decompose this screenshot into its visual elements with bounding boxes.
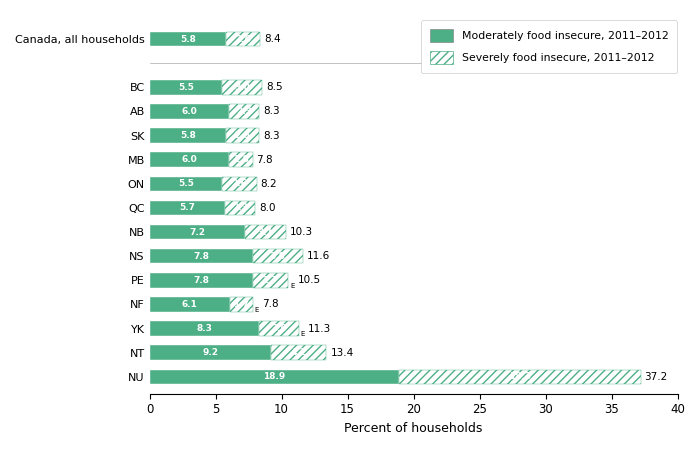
Text: 7.8: 7.8	[193, 276, 209, 285]
Bar	[225, 201, 256, 215]
Bar	[225, 201, 256, 215]
Text: E: E	[255, 307, 259, 313]
Text: 10.5: 10.5	[298, 275, 321, 285]
Text: 7.8: 7.8	[256, 155, 273, 165]
Text: 9.2: 9.2	[202, 348, 218, 357]
Bar	[222, 176, 256, 191]
Text: 37.2: 37.2	[645, 372, 668, 382]
Text: 8.3: 8.3	[263, 130, 280, 140]
Bar	[150, 80, 222, 94]
Bar	[150, 321, 259, 336]
Bar	[222, 176, 256, 191]
Text: 3.0: 3.0	[234, 83, 250, 92]
Text: 1.7: 1.7	[233, 300, 249, 309]
Bar	[244, 225, 286, 239]
Bar	[226, 32, 260, 46]
X-axis label: Percent of households: Percent of households	[344, 422, 483, 435]
Bar	[150, 153, 229, 167]
Text: 2.5: 2.5	[234, 131, 251, 140]
Bar	[271, 346, 326, 360]
Text: 10.3: 10.3	[290, 227, 313, 237]
Text: 8.2: 8.2	[260, 179, 277, 189]
Text: E: E	[301, 331, 305, 337]
Text: 5.5: 5.5	[178, 180, 194, 189]
Text: E: E	[290, 283, 295, 288]
Text: 2.6: 2.6	[235, 35, 251, 44]
Bar	[150, 225, 244, 239]
Bar	[226, 32, 260, 46]
Bar	[253, 249, 302, 263]
Bar	[271, 346, 326, 360]
Bar	[229, 104, 259, 119]
Text: 4.2: 4.2	[290, 348, 307, 357]
Bar	[229, 153, 253, 167]
Bar	[150, 297, 230, 312]
Text: 7.8: 7.8	[193, 252, 209, 261]
Bar	[253, 273, 288, 288]
Text: 1.8: 1.8	[232, 155, 248, 164]
Bar	[259, 321, 299, 336]
Bar	[229, 153, 253, 167]
Bar	[150, 273, 253, 288]
Bar	[150, 249, 253, 263]
Bar	[222, 80, 262, 94]
Bar	[150, 346, 271, 360]
Text: 13.4: 13.4	[330, 348, 354, 358]
Bar	[150, 176, 222, 191]
Text: 3.8: 3.8	[270, 252, 286, 261]
Bar	[399, 369, 640, 384]
Text: 5.5: 5.5	[178, 83, 194, 92]
Bar	[244, 225, 286, 239]
Bar	[222, 80, 262, 94]
Text: 3.0: 3.0	[271, 324, 287, 333]
Bar	[253, 273, 288, 288]
Text: 11.3: 11.3	[308, 324, 331, 333]
Bar	[226, 128, 259, 143]
Text: 5.8: 5.8	[180, 35, 196, 44]
Text: 18.9: 18.9	[263, 372, 286, 381]
Bar	[230, 297, 253, 312]
Text: 5.8: 5.8	[180, 131, 196, 140]
Text: 2.3: 2.3	[236, 107, 252, 116]
Text: 7.8: 7.8	[262, 299, 279, 310]
Text: 8.3: 8.3	[197, 324, 212, 333]
Text: 2.3: 2.3	[232, 203, 248, 212]
Bar	[230, 297, 253, 312]
Text: 6.1: 6.1	[182, 300, 198, 309]
Bar	[150, 201, 225, 215]
Bar	[150, 32, 226, 46]
Bar	[259, 321, 299, 336]
Bar	[226, 128, 259, 143]
Legend: Moderately food insecure, 2011–2012, Severely food insecure, 2011–2012: Moderately food insecure, 2011–2012, Sev…	[421, 20, 678, 73]
Text: 2.6: 2.6	[232, 180, 247, 189]
Text: 8.4: 8.4	[265, 34, 281, 44]
Bar	[150, 369, 399, 384]
Text: 3.1: 3.1	[257, 228, 273, 237]
Text: 8.3: 8.3	[263, 107, 280, 117]
Text: 7.2: 7.2	[189, 228, 205, 237]
Text: 2.7: 2.7	[262, 276, 279, 285]
Bar	[399, 369, 640, 384]
Bar	[253, 249, 302, 263]
Text: 8.0: 8.0	[259, 203, 276, 213]
Bar	[229, 104, 259, 119]
Bar	[150, 128, 226, 143]
Text: 5.7: 5.7	[179, 203, 195, 212]
Bar	[150, 104, 229, 119]
Text: 6.0: 6.0	[181, 107, 197, 116]
Text: 18.3: 18.3	[509, 372, 531, 381]
Text: 6.0: 6.0	[181, 155, 197, 164]
Text: 8.5: 8.5	[266, 82, 282, 92]
Text: 11.6: 11.6	[307, 251, 330, 261]
